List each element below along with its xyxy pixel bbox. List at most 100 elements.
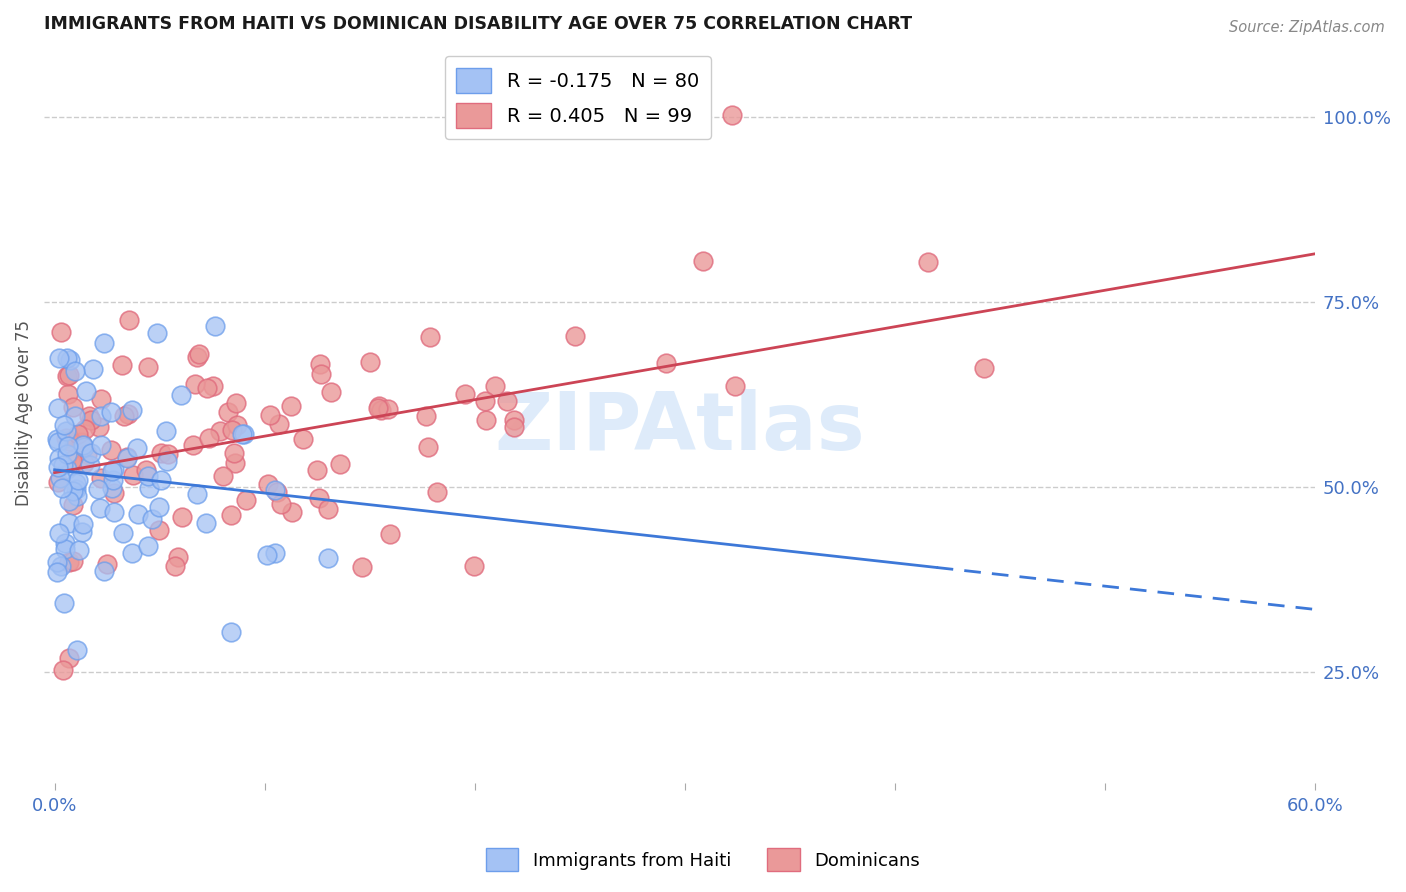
Point	[72, 516, 94, 531]
Point	[121, 467, 143, 482]
Point	[221, 625, 243, 640]
Point	[484, 379, 506, 393]
Point	[170, 510, 193, 524]
Point	[231, 427, 253, 442]
Point	[62, 400, 84, 414]
Point	[121, 546, 143, 560]
Point	[368, 400, 391, 414]
Point	[156, 454, 179, 468]
Point	[316, 502, 339, 516]
Point	[58, 651, 80, 665]
Point	[49, 471, 72, 485]
Point	[45, 555, 67, 569]
Point	[155, 425, 177, 439]
Point	[198, 431, 221, 445]
Point	[48, 450, 70, 465]
Point	[55, 431, 77, 445]
Point	[67, 473, 90, 487]
Point	[219, 508, 242, 522]
Point	[454, 387, 477, 401]
Point	[184, 377, 207, 392]
Point	[266, 485, 288, 500]
Text: IMMIGRANTS FROM HAITI VS DOMINICAN DISABILITY AGE OVER 75 CORRELATION CHART: IMMIGRANTS FROM HAITI VS DOMINICAN DISAB…	[44, 15, 912, 33]
Point	[195, 381, 218, 395]
Point	[103, 462, 125, 476]
Point	[256, 548, 278, 562]
Y-axis label: Disability Age Over 75: Disability Age Over 75	[15, 319, 32, 506]
Point	[90, 409, 112, 424]
Point	[65, 476, 87, 491]
Point	[53, 418, 76, 433]
Point	[101, 464, 124, 478]
Point	[58, 516, 80, 530]
Point	[101, 481, 124, 495]
Point	[264, 546, 287, 560]
Point	[321, 385, 343, 400]
Point	[183, 438, 205, 452]
Point	[115, 450, 138, 464]
Point	[90, 471, 112, 485]
Point	[46, 459, 69, 474]
Point	[67, 427, 90, 442]
Point	[73, 456, 96, 470]
Point	[58, 555, 80, 569]
Point	[281, 505, 304, 519]
Point	[165, 558, 187, 573]
Point	[308, 491, 330, 506]
Point	[66, 642, 89, 657]
Point	[426, 485, 449, 500]
Point	[188, 346, 211, 360]
Point	[267, 417, 290, 431]
Point	[52, 458, 75, 472]
Point	[226, 417, 249, 432]
Point	[150, 474, 173, 488]
Point	[90, 392, 112, 407]
Point	[75, 384, 97, 398]
Point	[149, 446, 172, 460]
Point	[418, 440, 440, 454]
Point	[46, 434, 69, 449]
Point	[721, 108, 744, 122]
Point	[419, 330, 441, 344]
Point	[56, 386, 79, 401]
Point	[58, 494, 80, 508]
Point	[208, 424, 231, 438]
Legend: Immigrants from Haiti, Dominicans: Immigrants from Haiti, Dominicans	[478, 841, 928, 879]
Point	[503, 412, 526, 426]
Point	[63, 409, 86, 423]
Point	[45, 565, 67, 579]
Point	[89, 420, 111, 434]
Point	[65, 482, 87, 496]
Point	[136, 539, 159, 553]
Point	[917, 255, 939, 269]
Point	[96, 557, 118, 571]
Point	[463, 558, 485, 573]
Point	[49, 325, 72, 339]
Point	[377, 401, 399, 416]
Text: Source: ZipAtlas.com: Source: ZipAtlas.com	[1229, 20, 1385, 35]
Point	[56, 462, 79, 476]
Point	[117, 407, 139, 421]
Point	[72, 525, 94, 540]
Point	[58, 434, 80, 448]
Point	[495, 393, 517, 408]
Point	[48, 526, 70, 541]
Point	[118, 313, 141, 327]
Point	[194, 516, 217, 531]
Point	[103, 485, 125, 500]
Point	[145, 326, 167, 340]
Point	[55, 424, 77, 438]
Point	[56, 351, 79, 366]
Point	[89, 500, 111, 515]
Point	[100, 405, 122, 419]
Point	[222, 445, 245, 459]
Point	[62, 498, 84, 512]
Point	[114, 409, 136, 424]
Point	[329, 457, 352, 471]
Point	[45, 432, 67, 446]
Point	[53, 541, 76, 556]
Point	[56, 447, 79, 461]
Point	[112, 526, 135, 541]
Point	[72, 438, 94, 452]
Point	[136, 468, 159, 483]
